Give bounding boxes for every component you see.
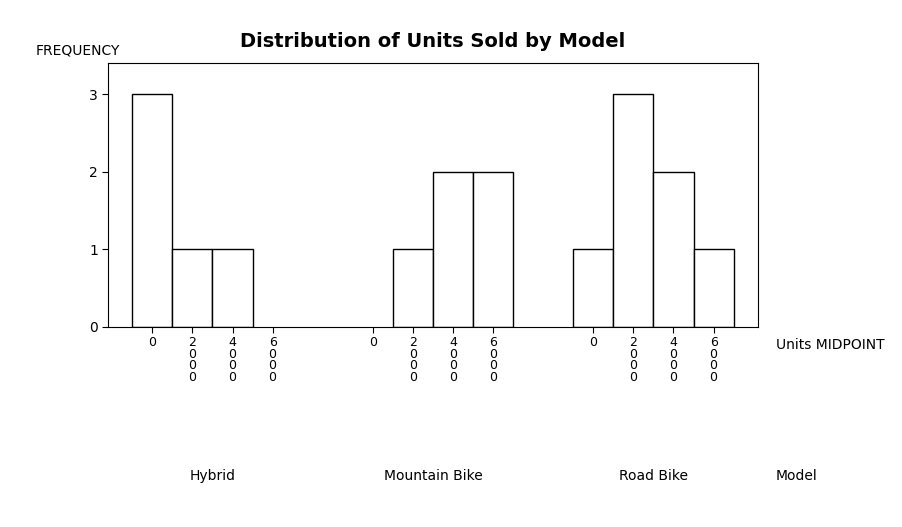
Bar bbox=[213, 249, 253, 327]
Bar bbox=[433, 172, 473, 327]
Text: Units MIDPOINT: Units MIDPOINT bbox=[776, 338, 884, 352]
Text: Model: Model bbox=[776, 469, 817, 483]
Title: Distribution of Units Sold by Model: Distribution of Units Sold by Model bbox=[240, 32, 626, 51]
Bar bbox=[653, 172, 694, 327]
Text: Road Bike: Road Bike bbox=[619, 469, 688, 483]
Text: Mountain Bike: Mountain Bike bbox=[383, 469, 483, 483]
Bar bbox=[694, 249, 733, 327]
Bar bbox=[133, 94, 172, 327]
Text: Hybrid: Hybrid bbox=[189, 469, 235, 483]
Bar bbox=[393, 249, 433, 327]
Bar bbox=[172, 249, 213, 327]
Bar bbox=[574, 249, 613, 327]
Text: FREQUENCY: FREQUENCY bbox=[36, 44, 121, 58]
Bar bbox=[473, 172, 513, 327]
Bar bbox=[613, 94, 653, 327]
